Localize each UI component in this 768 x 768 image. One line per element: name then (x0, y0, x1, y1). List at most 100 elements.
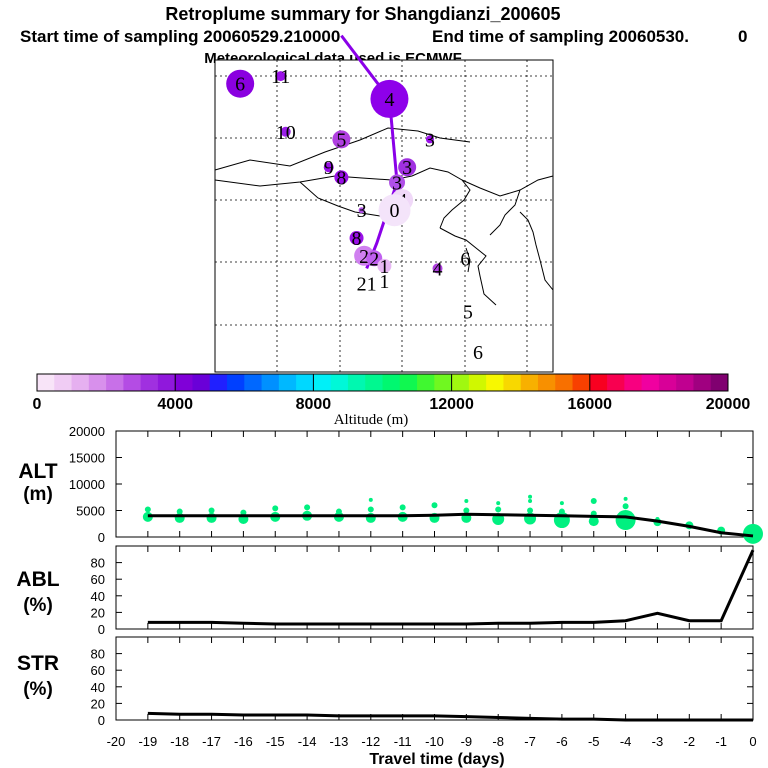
colorbar-swatch (434, 374, 453, 391)
marker-dot (366, 250, 383, 267)
alt-point (464, 498, 469, 503)
time-series-panels: 20000150001000050000ALT(m)806040200ABL(%… (16, 424, 763, 749)
alt-point (335, 508, 342, 515)
marker-day-label: 3 (425, 129, 435, 151)
x-tick-label: -16 (234, 734, 253, 749)
colorbar-swatch (347, 374, 366, 391)
colorbar-tick-label: 16000 (568, 396, 613, 413)
marker-day-label: 3 (392, 172, 402, 194)
panel-ylabel: STR (17, 652, 59, 675)
marker-day-label: 6 (235, 74, 245, 96)
alt-point (590, 497, 597, 504)
colorbar-swatch (140, 374, 159, 391)
marker-dot (334, 170, 349, 185)
colorbar-swatch (399, 374, 418, 391)
marker-dot (275, 71, 286, 82)
colorbar-swatch (365, 374, 383, 391)
marker-day-label: 9 (324, 157, 334, 179)
colorbar-swatch (313, 374, 332, 391)
marker-day-label: 6 (460, 248, 470, 270)
colorbar-swatch (555, 374, 574, 391)
marker-day-label: 8 (336, 167, 346, 189)
x-tick-label: -11 (394, 734, 412, 749)
colorbar-swatch (537, 374, 556, 391)
marker-day-label: 2 (369, 248, 379, 270)
colorbar-swatch (468, 374, 487, 391)
border-line-north (214, 127, 471, 171)
alt-panel: 20000 15000 10000 5000 0 ALT(m) (18, 424, 763, 545)
y-tick-label: 40 (91, 680, 105, 695)
alt-point (528, 494, 533, 499)
x-tick-label: -12 (361, 734, 380, 749)
colorbar-ticks: 0 4000 8000 12000 16000 20000 (33, 374, 751, 413)
coast-korea-west (489, 189, 521, 236)
alt-point (495, 506, 502, 513)
marker-day-label: 21 (357, 274, 377, 296)
marker-day-label: 1 (379, 256, 389, 278)
colorbar-swatch (261, 374, 280, 391)
marker-dot (377, 258, 392, 273)
colorbar-swatch (157, 374, 176, 391)
y-tick-label: 20 (91, 696, 105, 711)
x-tick-label: -6 (556, 734, 568, 749)
marker-dot (349, 231, 364, 246)
map-panel: 61141053983343082214621156 (214, 34, 554, 373)
chart-title: Retroplume summary for Shangdianzi_20060… (165, 4, 560, 24)
colorbar: 0 4000 8000 12000 16000 20000 Altitude (m) (33, 373, 751, 428)
marker-dot (398, 158, 417, 177)
coast-korea-east (519, 211, 554, 291)
alt-point (463, 507, 470, 514)
x-tick-label: -20 (107, 734, 126, 749)
colorbar-swatch (486, 374, 504, 391)
marker-dot (226, 69, 255, 98)
alt-point (623, 496, 628, 501)
end-time-suffix: 0 (738, 27, 747, 46)
colorbar-swatch (37, 374, 55, 391)
colorbar-swatch (676, 374, 694, 391)
coast-korea-north (461, 175, 554, 197)
alt-point (559, 501, 564, 506)
colorbar-swatch (227, 374, 245, 391)
alt-point (367, 506, 374, 513)
marker-day-label: 0 (390, 200, 400, 222)
y-tick-label: 80 (91, 647, 105, 662)
x-tick-label: -5 (588, 734, 600, 749)
marker-day-label: 8 (352, 228, 362, 250)
str-line (147, 711, 753, 722)
y-tick-label: 40 (91, 589, 105, 604)
alt-point (144, 506, 151, 513)
colorbar-swatch (330, 374, 349, 391)
x-tick-label: -15 (266, 734, 285, 749)
colorbar-swatch (710, 374, 729, 391)
panel-frame (115, 545, 754, 630)
x-axis-label: Travel time (days) (369, 751, 504, 768)
marker-day-label: 2 (359, 246, 369, 268)
panel-ylabel: ABL (16, 568, 59, 591)
marker-day-label: 3 (402, 157, 412, 179)
marker-dot (358, 207, 365, 214)
coast-bohai (411, 167, 471, 229)
colorbar-swatch (520, 374, 539, 391)
alt-point (528, 498, 533, 503)
panel-frame (115, 636, 754, 721)
colorbar-label: Altitude (m) (334, 412, 409, 428)
marker-day-label: 4 (384, 89, 394, 111)
panel-ylabel: ALT (18, 460, 57, 483)
colorbar-swatch (641, 374, 660, 391)
alt-point (399, 504, 406, 511)
colorbar-swatch (192, 374, 211, 391)
end-time: End time of sampling 20060530. (432, 27, 689, 46)
colorbar-swatches (37, 374, 729, 391)
colorbar-swatch (693, 374, 712, 391)
colorbar-swatch (503, 374, 522, 391)
colorbar-swatch (572, 374, 591, 391)
y-tick-label: 10000 (69, 477, 105, 492)
panel-yunit: (%) (23, 595, 53, 616)
marker-dot (280, 126, 291, 137)
coast-inner (465, 247, 471, 273)
marker-day-label: 10 (276, 122, 296, 144)
x-tick-label: -3 (652, 734, 664, 749)
colorbar-tick-label: 20000 (706, 396, 751, 413)
